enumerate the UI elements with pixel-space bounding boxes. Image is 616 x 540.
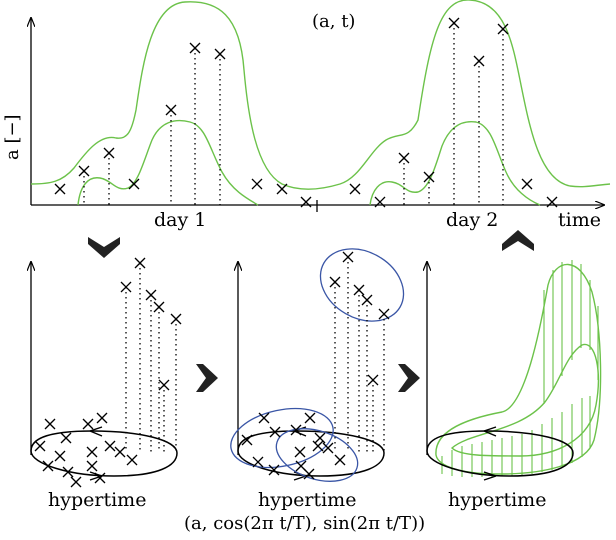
hypertime-measurement-cross [361,294,373,306]
cluster-ellipse-high [319,248,405,322]
hypertime-measurement-cross [42,460,54,472]
cluster-ellipse-right [275,428,359,482]
hypertime-measurement-cross [70,476,82,488]
hypertime-measurement-cross [252,456,264,468]
measurement-cross [349,183,361,195]
hypertime-measurement-cross [158,379,170,391]
hypertime-measurement-cross [153,301,165,313]
measurement-cross [214,48,226,60]
measurement-cross [546,196,558,208]
hypertime-measurement-cross [44,418,56,430]
arrow-right-icon [196,364,218,392]
top-plot-title: (a, t) [312,11,355,32]
day-1-label: day 1 [154,209,206,231]
hypertime-measurement-cross [241,434,253,446]
measurement-cross [189,42,201,54]
measurement-cross [300,196,312,208]
hypertime-measurement-cross [34,440,46,452]
model-surface-hatching [441,260,599,477]
hypertime-measurement-cross [62,466,74,478]
hypertime-label-2: hypertime [258,489,356,511]
measurement-cross [128,178,140,190]
hypertime-measurement-cross [329,276,341,288]
hypertime-measurement-cross [86,446,98,458]
hypertime-measurement-cross [82,418,94,430]
hypertime-measurement-cross [134,257,146,269]
top-x-axis-label: time [558,209,601,231]
measurement-cross [78,165,90,177]
arrow-right-icon-2 [398,364,420,392]
hypertime-measurement-cross [269,426,281,438]
hypertime-measurement-cross [312,440,324,452]
hypertime-measurement-cross [94,472,106,484]
model-surface-inner [450,343,599,457]
measurement-cross [165,104,177,116]
top-y-axis-label: a [−] [2,114,23,160]
panel-1-measurements [34,257,182,488]
hypertime-measurement-cross [145,289,157,301]
panel-2-drop-lines [334,257,385,452]
hypertime-measurement-cross [353,284,365,296]
measurement-cross [398,152,410,164]
hypertime-panel-2: hypertime (a, cos(2π t/T), sin(2π t/T)) [184,248,425,534]
hypertime-measurement-cross [96,412,108,424]
hypertime-panel-3: hypertime [427,260,602,511]
hypertime-measurement-cross [54,450,66,462]
hypertime-measurement-cross [322,442,334,454]
panel-1-drop-lines [125,263,177,452]
top-drop-lines [83,23,504,205]
hypertime-measurement-cross [378,308,390,320]
measurement-cross [423,171,435,183]
hypertime-transform-formula: (a, cos(2π t/T), sin(2π t/T)) [184,513,425,534]
measurement-cross [448,17,460,29]
measurement-cross [251,178,263,190]
lower-envelope-curve [77,119,259,206]
day-2-label: day 2 [446,209,498,231]
arrow-down-icon [88,237,120,258]
hypertime-measurement-cross [104,440,116,452]
hypertime-measurement-cross [60,432,72,444]
hypertime-measurement-cross [304,412,316,424]
measurement-cross [374,196,386,208]
hypertime-measurement-cross [170,313,182,325]
hypertime-measurement-cross [86,460,98,472]
upper-envelope-curve [30,0,611,190]
cluster-ellipse-left [230,407,334,469]
hypertime-label-1: hypertime [48,489,146,511]
hypertime-measurement-cross [314,432,326,444]
hypertime-measurement-cross [290,424,302,436]
hypertime-measurement-cross [342,251,354,263]
arrow-up-icon [502,230,534,251]
hypertime-measurement-cross [120,281,132,293]
panel-2-measurements [241,251,390,480]
hypertime-measurement-cross [334,454,346,466]
measurement-cross [103,147,115,159]
hypertime-measurement-cross [268,464,280,476]
top-measurements [54,17,558,208]
measurement-cross [521,178,533,190]
hypertime-measurement-cross [303,468,315,480]
model-surface-outer [435,263,602,475]
hypertime-panel-1: hypertime [31,257,182,511]
measurement-cross [276,183,288,195]
hypertime-measurement-cross [114,446,126,458]
top-time-series-plot: (a, t) a [−] day 1 day 2 time [2,0,611,231]
lower-envelope-curve-day2 [369,120,541,206]
hypertime-measurement-cross [367,374,379,386]
measurement-cross [54,183,66,195]
hypertime-label-3: hypertime [448,489,546,511]
hypertime-measurement-cross [258,412,270,424]
measurement-cross [497,23,509,35]
hypertime-measurement-cross [126,454,138,466]
measurement-cross [473,55,485,67]
hypertime-measurement-cross [294,446,306,458]
